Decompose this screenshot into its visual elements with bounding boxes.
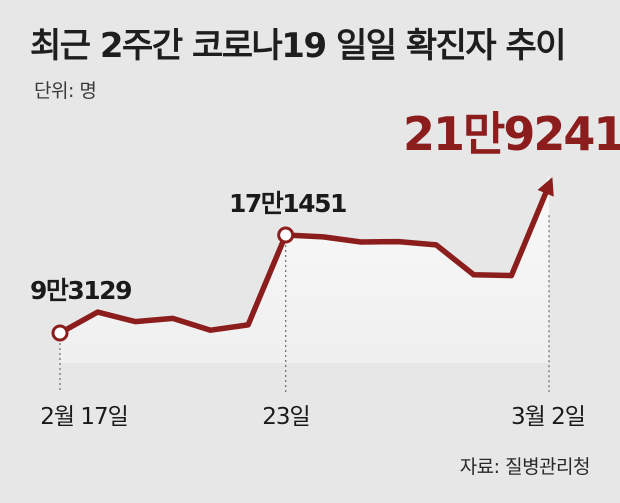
chart-title: 최근 2주간 코로나19 일일 확진자 추이 [30,26,567,66]
data-point [51,324,69,342]
unit-label: 단위: 명 [34,80,97,102]
data-label: 17만1451 [229,189,346,218]
source-label: 자료: 질병관리청 [459,456,591,478]
series-line [57,177,554,336]
data-point [277,226,295,244]
area-fill [60,175,549,363]
x-tick-label: 2월 17일 [40,404,128,430]
x-tick-label: 23일 [262,404,309,430]
data-label: 21만9241 [403,107,620,161]
x-tick-label: 3월 2일 [511,404,585,430]
data-label: 9만3129 [30,276,131,305]
